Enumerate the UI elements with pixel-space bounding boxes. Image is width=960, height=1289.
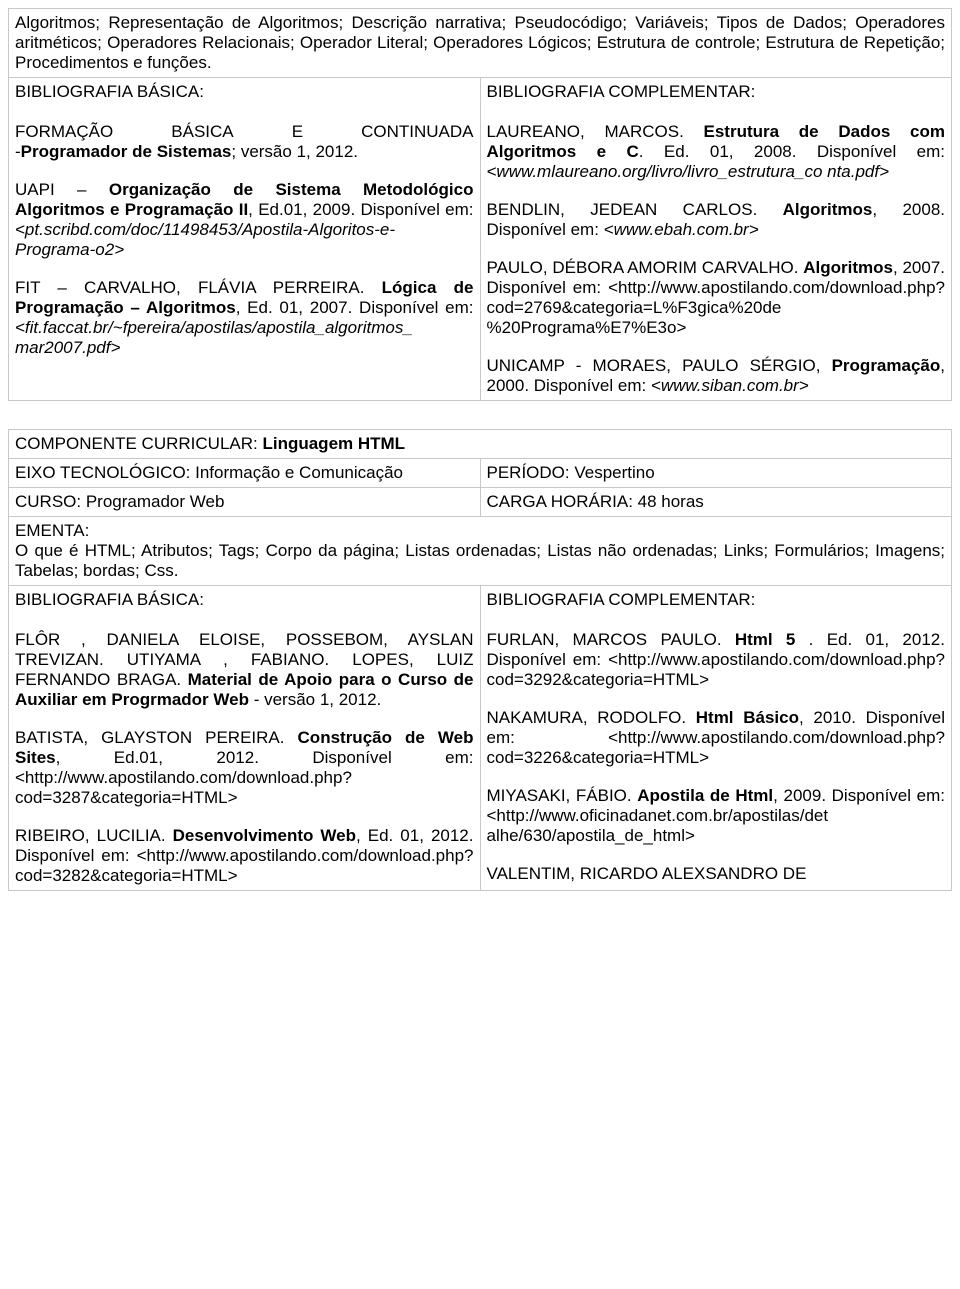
bibliografia-basica-cell: BIBLIOGRAFIA BÁSICA: FORMAÇÃO BÁSICA E C… bbox=[9, 78, 481, 401]
carga-cell: CARGA HORÁRIA: 48 horas bbox=[480, 488, 952, 517]
bb-heading-2: BIBLIOGRAFIA BÁSICA: bbox=[15, 590, 474, 610]
bc-entry-2: BENDLIN, JEDEAN CARLOS. Algoritmos, 2008… bbox=[487, 200, 946, 240]
bc-heading-2: BIBLIOGRAFIA COMPLEMENTAR: bbox=[487, 590, 946, 610]
intro-cell: Algoritmos; Representação de Algoritmos;… bbox=[9, 9, 952, 78]
bc-heading: BIBLIOGRAFIA COMPLEMENTAR: bbox=[487, 82, 946, 102]
bb2-entry-1: FLÔR , DANIELA ELOISE, POSSEBOM, AYSLAN … bbox=[15, 630, 474, 710]
eixo-cell: EIXO TECNOLÓGICO: Informação e Comunicaç… bbox=[9, 459, 481, 488]
bb-entry-2: UAPI – Organização de Sistema Metodológi… bbox=[15, 180, 474, 260]
bc-entry-3: PAULO, DÉBORA AMORIM CARVALHO. Algoritmo… bbox=[487, 258, 946, 338]
bb-cell-2: BIBLIOGRAFIA BÁSICA: FLÔR , DANIELA ELOI… bbox=[9, 586, 481, 891]
intro-text: Algoritmos; Representação de Algoritmos;… bbox=[15, 13, 945, 72]
course-table-1: Algoritmos; Representação de Algoritmos;… bbox=[8, 8, 952, 401]
ementa-cell: EMENTA: O que é HTML; Atributos; Tags; C… bbox=[9, 517, 952, 586]
curso-cell: CURSO: Programador Web bbox=[9, 488, 481, 517]
bc2-entry-4: VALENTIM, RICARDO ALEXSANDRO DE bbox=[487, 864, 946, 884]
bibliografia-complementar-cell: BIBLIOGRAFIA COMPLEMENTAR: LAUREANO, MAR… bbox=[480, 78, 952, 401]
bb2-entry-2: BATISTA, GLAYSTON PEREIRA. Construção de… bbox=[15, 728, 474, 808]
bc2-entry-1: FURLAN, MARCOS PAULO. Html 5 . Ed. 01, 2… bbox=[487, 630, 946, 690]
bb-entry-1: FORMAÇÃO BÁSICA E CONTINUADA -Programado… bbox=[15, 122, 474, 162]
bb-heading: BIBLIOGRAFIA BÁSICA: bbox=[15, 82, 474, 102]
course-table-2: COMPONENTE CURRICULAR: Linguagem HTML EI… bbox=[8, 429, 952, 891]
bb2-entry-3: RIBEIRO, LUCILIA. Desenvolvimento Web, E… bbox=[15, 826, 474, 886]
bb-entry-3: FIT – CARVALHO, FLÁVIA PERREIRA. Lógica … bbox=[15, 278, 474, 358]
componente-cell: COMPONENTE CURRICULAR: Linguagem HTML bbox=[9, 430, 952, 459]
bc-entry-4: UNICAMP - MORAES, PAULO SÉRGIO, Programa… bbox=[487, 356, 946, 396]
bc2-entry-2: NAKAMURA, RODOLFO. Html Básico, 2010. Di… bbox=[487, 708, 946, 768]
bc-cell-2: BIBLIOGRAFIA COMPLEMENTAR: FURLAN, MARCO… bbox=[480, 586, 952, 891]
bc-entry-1: LAUREANO, MARCOS. Estrutura de Dados com… bbox=[487, 122, 946, 182]
bc2-entry-3: MIYASAKI, FÁBIO. Apostila de Html, 2009.… bbox=[487, 786, 946, 846]
periodo-cell: PERÍODO: Vespertino bbox=[480, 459, 952, 488]
